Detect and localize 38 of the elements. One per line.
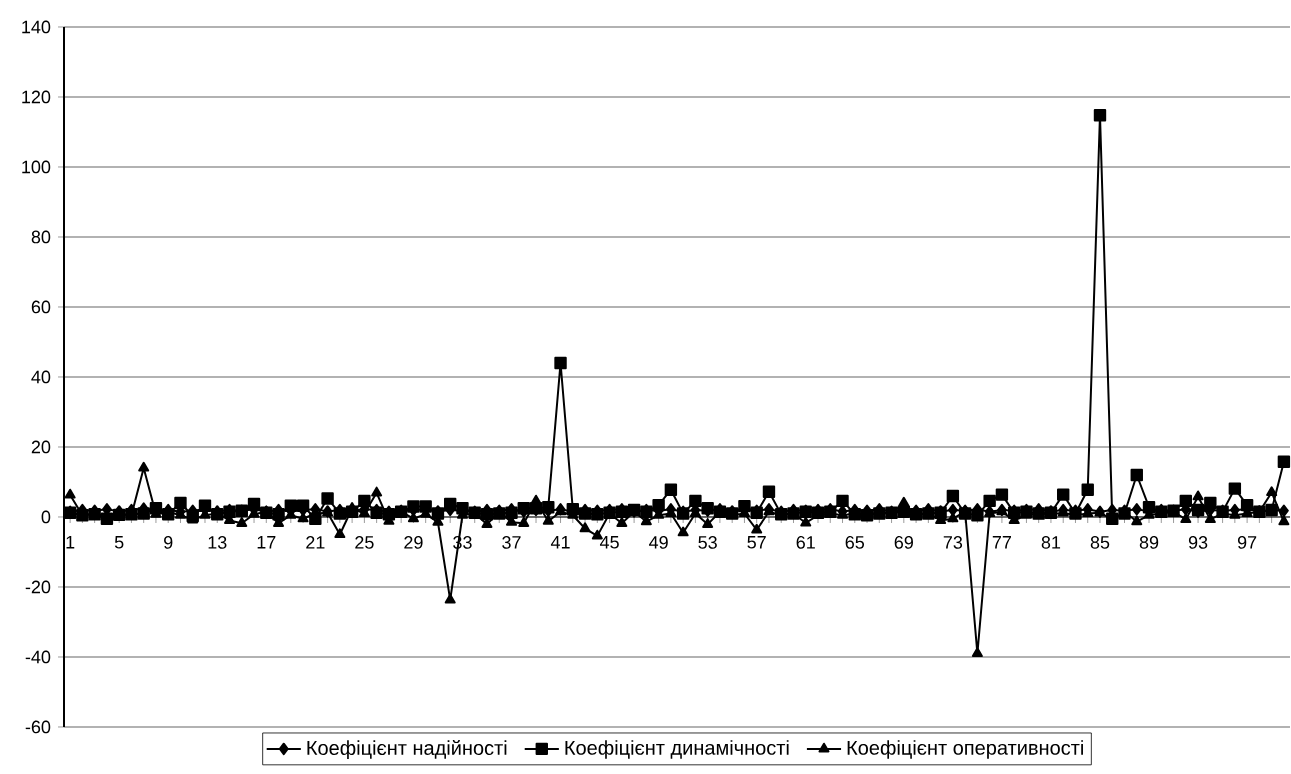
y-tick-label: -20 bbox=[25, 580, 51, 594]
x-tick-label: 25 bbox=[355, 536, 374, 549]
y-tick-label: 100 bbox=[22, 160, 51, 174]
y-tick-label: 0 bbox=[41, 510, 51, 524]
x-tick-label: 41 bbox=[550, 536, 570, 549]
x-tick-label: 89 bbox=[1139, 536, 1159, 549]
x-tick-label: 45 bbox=[599, 536, 619, 549]
y-tick-label: 140 bbox=[22, 20, 51, 34]
y-tick-label: 40 bbox=[31, 370, 51, 384]
x-tick-label: 65 bbox=[845, 536, 865, 549]
x-tick-label: 97 bbox=[1237, 536, 1257, 549]
y-tick-label: -40 bbox=[25, 650, 51, 664]
x-tick-label: 77 bbox=[992, 536, 1011, 549]
x-tick-label: 53 bbox=[698, 536, 717, 549]
legend-label: Коефіцієнт надійності bbox=[307, 739, 507, 759]
x-tick-label: 81 bbox=[1041, 536, 1061, 549]
x-tick-label: 85 bbox=[1090, 536, 1110, 549]
x-tick-label: 93 bbox=[1188, 536, 1208, 549]
x-tick-label: 21 bbox=[306, 536, 325, 549]
y-tick-label: 80 bbox=[31, 230, 51, 244]
x-tick-label: 73 bbox=[943, 536, 963, 549]
legend-label: Коефіцієнт оперативності bbox=[847, 740, 1083, 759]
y-tick-label: -60 bbox=[25, 720, 51, 734]
x-tick-label: 1 bbox=[66, 536, 75, 549]
x-tick-label: 61 bbox=[796, 536, 815, 549]
x-tick-label: 17 bbox=[257, 536, 276, 549]
legend-label: Коефіцієнт динамічності bbox=[565, 740, 789, 759]
y-tick-label: 20 bbox=[31, 440, 51, 454]
x-tick-label: 57 bbox=[747, 536, 766, 549]
y-tick-label: 120 bbox=[22, 90, 51, 104]
x-tick-label: 9 bbox=[164, 536, 173, 549]
x-tick-label: 29 bbox=[404, 536, 423, 549]
x-tick-label: 37 bbox=[502, 536, 521, 549]
x-tick-label: 13 bbox=[208, 536, 227, 549]
x-tick-label: 69 bbox=[894, 536, 913, 549]
x-tick-label: 49 bbox=[649, 536, 668, 549]
y-tick-label: 60 bbox=[31, 300, 51, 314]
x-tick-label: 5 bbox=[114, 536, 124, 549]
